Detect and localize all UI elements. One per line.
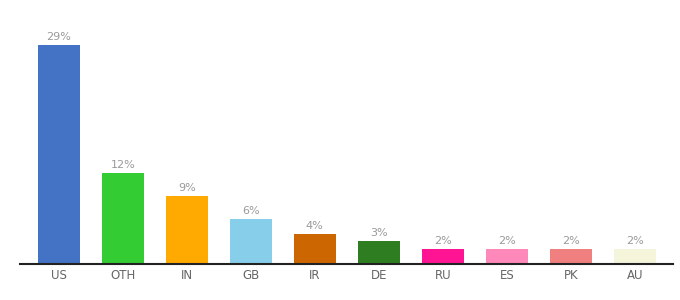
Bar xyxy=(230,219,271,264)
Bar xyxy=(38,45,80,264)
Text: 2%: 2% xyxy=(626,236,644,246)
Text: 3%: 3% xyxy=(370,228,388,238)
Bar xyxy=(166,196,207,264)
Bar xyxy=(614,249,656,264)
Text: 6%: 6% xyxy=(242,206,260,216)
Text: 29%: 29% xyxy=(46,32,71,42)
Bar xyxy=(294,234,336,264)
Text: 2%: 2% xyxy=(434,236,452,246)
Bar xyxy=(422,249,464,264)
Bar xyxy=(550,249,592,264)
Text: 12%: 12% xyxy=(110,160,135,170)
Text: 4%: 4% xyxy=(306,221,324,231)
Text: 9%: 9% xyxy=(178,183,196,193)
Text: 2%: 2% xyxy=(562,236,579,246)
Text: 2%: 2% xyxy=(498,236,515,246)
Bar xyxy=(102,173,143,264)
Bar xyxy=(486,249,528,264)
Bar xyxy=(358,242,400,264)
